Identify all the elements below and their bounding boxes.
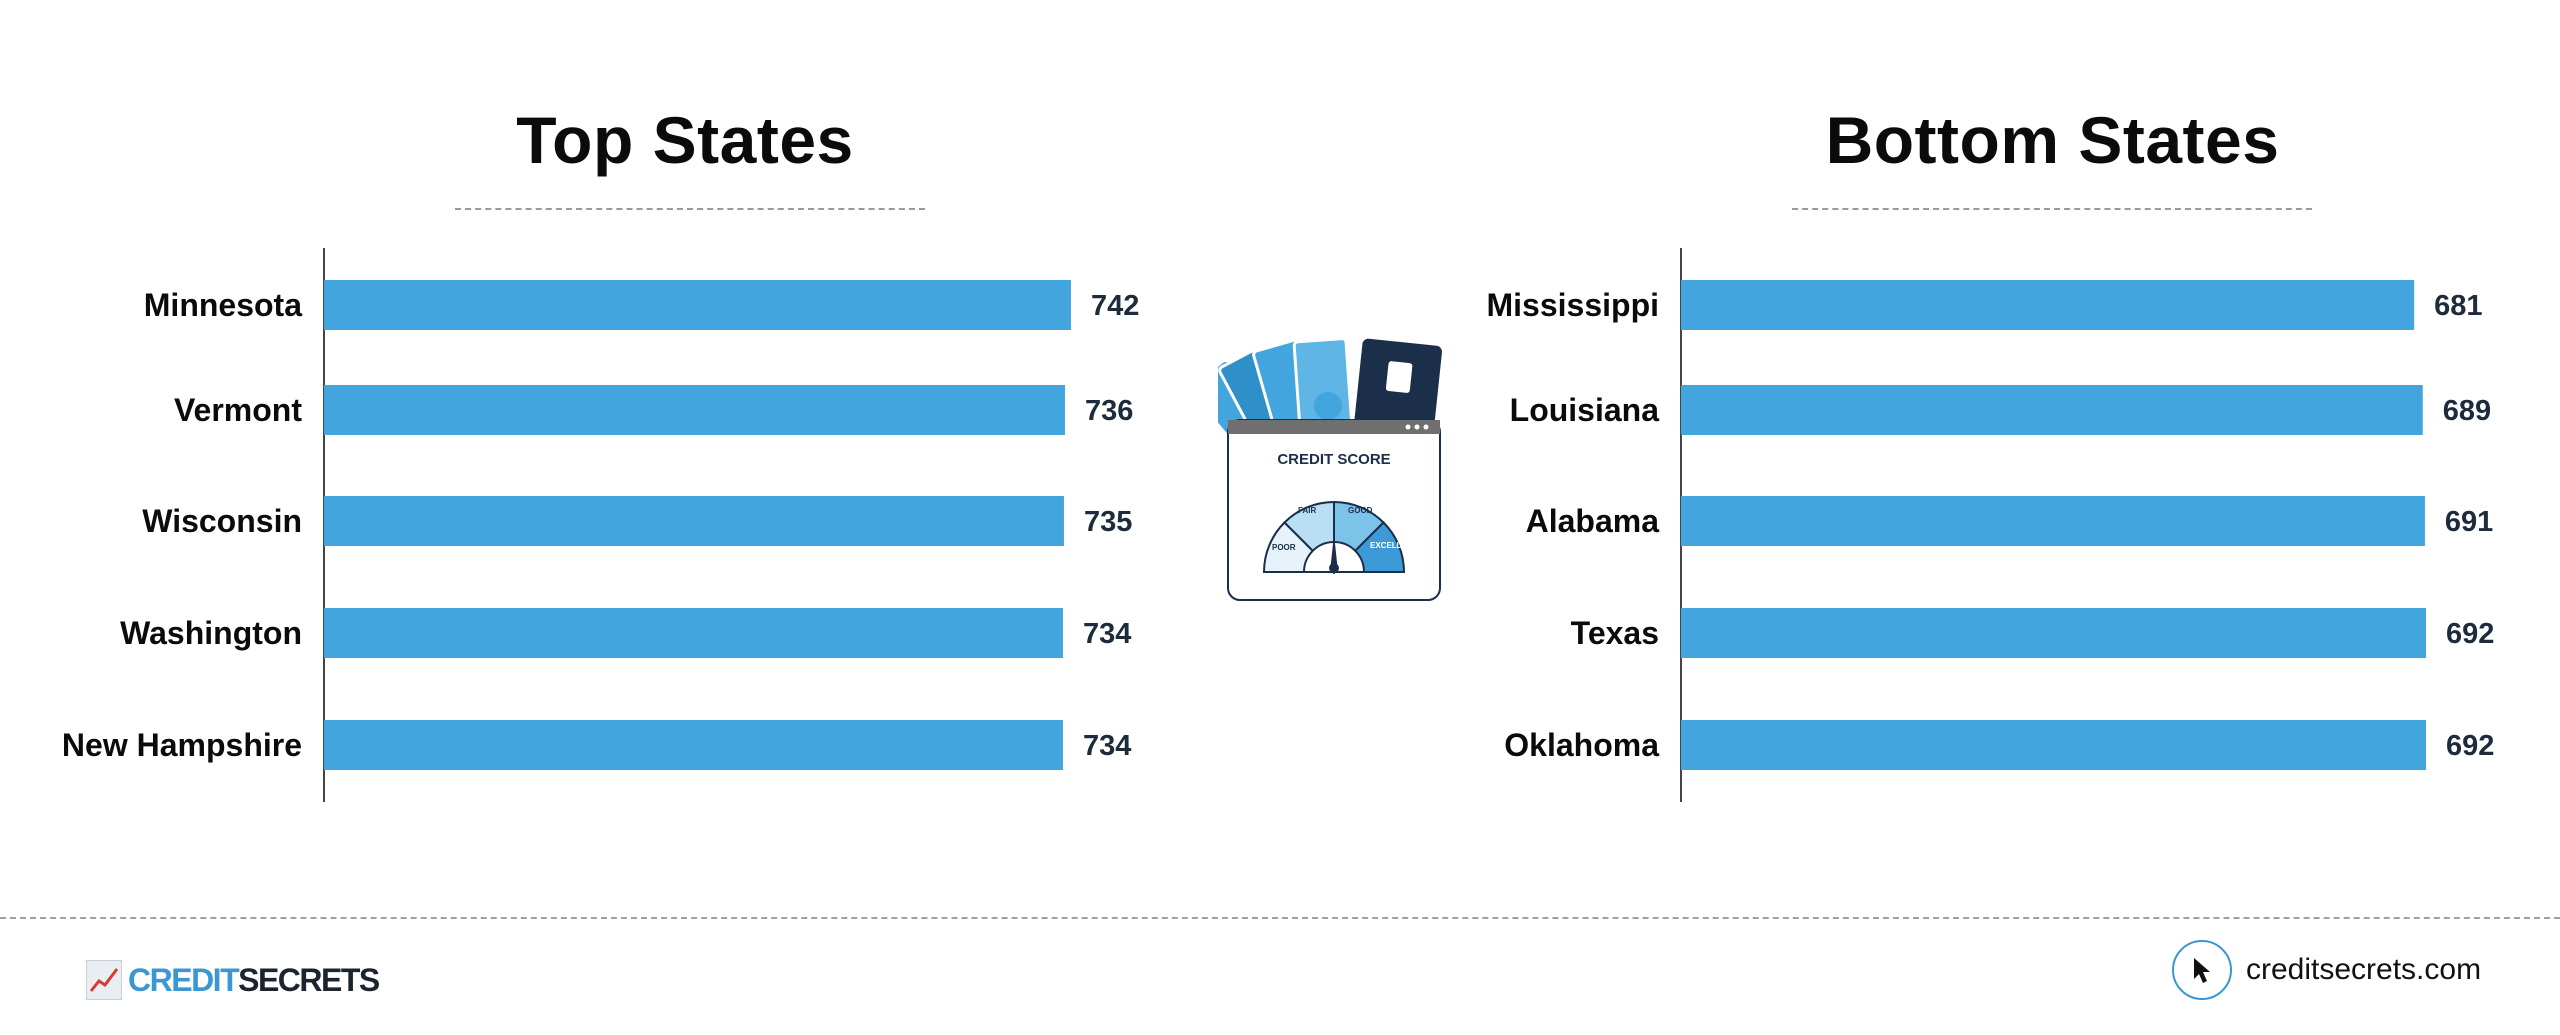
value-label: 734 — [1083, 730, 1131, 762]
category-label: Washington — [120, 615, 302, 651]
cursor-icon — [2172, 940, 2232, 1000]
top-states-title: Top States — [516, 103, 854, 177]
gauge-label-excellent: EXCELLENT — [1370, 541, 1418, 550]
bar-vermont — [324, 385, 1065, 435]
value-label: 681 — [2434, 290, 2482, 322]
gauge-icon: CREDIT SCORE POOR FAIR GOOD EXCELLENT — [1227, 419, 1441, 601]
bar-wisconsin — [324, 496, 1064, 546]
title-divider-left — [455, 208, 925, 210]
creditsecrets-logo: CREDITSECRETS — [86, 958, 380, 1002]
footer-divider — [0, 917, 2560, 919]
category-label: Alabama — [1526, 503, 1660, 539]
category-label: New Hampshire — [62, 727, 302, 763]
category-label: Minnesota — [144, 287, 302, 323]
value-label: 734 — [1083, 618, 1131, 650]
gauge-label-poor: POOR — [1272, 543, 1296, 552]
title-divider-right — [1792, 208, 2312, 210]
gauge-needle-icon — [1330, 534, 1338, 572]
category-label: Wisconsin — [142, 503, 302, 539]
logo-secrets-text: SECRETS — [238, 961, 380, 998]
website-link[interactable]: creditsecrets.com — [2172, 940, 2481, 1000]
category-label: Louisiana — [1510, 392, 1660, 428]
category-label: Texas — [1571, 615, 1659, 651]
gauge-title: CREDIT SCORE — [1277, 451, 1390, 468]
chart-trend-icon — [86, 960, 122, 1000]
value-label: 742 — [1091, 290, 1139, 322]
value-label: 692 — [2446, 730, 2494, 762]
value-label: 735 — [1084, 506, 1132, 538]
value-label: 691 — [2445, 506, 2493, 538]
gauge-label-good: GOOD — [1348, 506, 1373, 515]
logo-credit-text: CREDIT — [128, 961, 240, 998]
credit-score-illustration: CREDIT SCORE POOR FAIR GOOD EXCELLENT — [1218, 337, 1442, 601]
bar-washington — [324, 608, 1063, 658]
value-label: 692 — [2446, 618, 2494, 650]
bar-oklahoma — [1681, 720, 2426, 770]
website-url[interactable]: creditsecrets.com — [2246, 953, 2482, 986]
bottom-states-title: Bottom States — [1825, 103, 2280, 177]
value-label: 736 — [1085, 395, 1133, 427]
bar-mississippi — [1681, 280, 2415, 330]
bar-alabama — [1681, 496, 2425, 546]
credit-card-icon — [1354, 338, 1442, 438]
bar-louisiana — [1681, 385, 2423, 435]
bar-minnesota — [324, 280, 1071, 330]
bar-texas — [1681, 608, 2426, 658]
category-label: Mississippi — [1487, 287, 1660, 323]
gauge-label-fair: FAIR — [1298, 506, 1316, 515]
bar-new-hampshire — [324, 720, 1063, 770]
category-label: Oklahoma — [1504, 727, 1659, 763]
category-label: Vermont — [174, 392, 302, 428]
bar-charts: Minnesota 742 Vermont 736 Wisconsin 735 Washin… — [62, 248, 2494, 802]
value-label: 689 — [2443, 395, 2491, 427]
